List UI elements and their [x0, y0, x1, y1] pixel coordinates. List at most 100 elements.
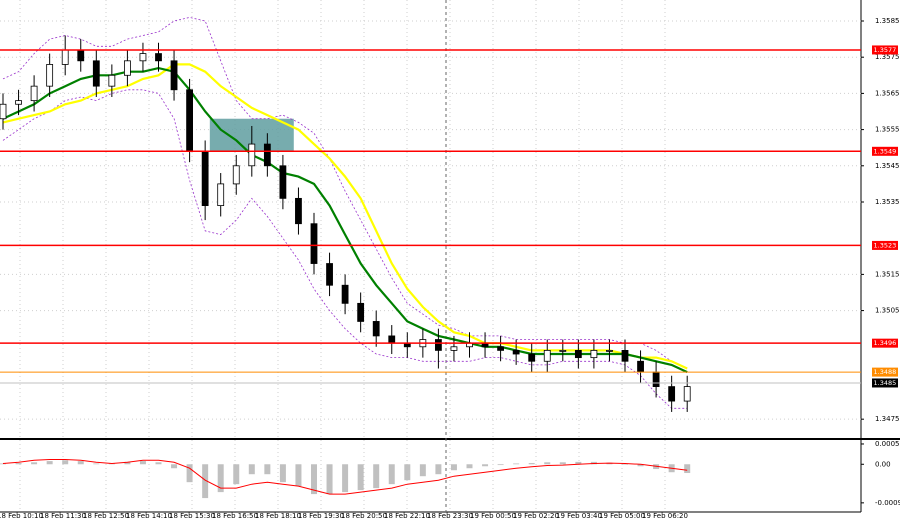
y-tick-label: -0.00097 — [875, 499, 900, 507]
candle-body — [92, 60, 100, 87]
y-tick-label: 1.3475 — [875, 415, 900, 423]
histogram-bar — [544, 462, 551, 465]
histogram-bar — [373, 464, 380, 489]
histogram-bar — [559, 462, 566, 465]
level-label-box — [872, 45, 898, 55]
candle-body — [124, 60, 131, 76]
histogram-bar — [62, 460, 69, 465]
histogram-bar — [326, 464, 333, 495]
candle-body — [559, 349, 567, 352]
level-label-box — [872, 146, 898, 156]
level-label: 1.3577 — [874, 46, 897, 54]
candle-body — [295, 197, 302, 225]
histogram-bar — [77, 461, 84, 465]
histogram-bar — [513, 463, 520, 465]
level-label: 1.3549 — [874, 147, 897, 155]
candle-body — [310, 223, 318, 264]
candle-body — [574, 349, 582, 359]
candle-body — [497, 346, 505, 351]
x-tick-label: 19 Feb 02:20 — [513, 512, 559, 520]
candle-body — [30, 85, 38, 102]
candle-body — [155, 53, 162, 62]
histogram-bar — [622, 464, 628, 465]
level-label-box — [872, 367, 898, 377]
candle-body — [683, 386, 691, 402]
histogram-bar — [482, 464, 489, 467]
histogram-bar — [311, 464, 317, 495]
candle-body — [61, 49, 69, 65]
x-tick-label: 18 Feb 20:50 — [341, 512, 387, 520]
candle-body — [543, 349, 551, 362]
level-label-box — [872, 240, 898, 250]
histogram-bar — [31, 462, 38, 465]
histogram-bar — [575, 461, 582, 465]
x-tick-label: 18 Feb 19:30 — [298, 512, 344, 520]
candle-body — [263, 143, 271, 167]
candle-body — [606, 349, 613, 352]
x-tick-label: 18 Feb 11:30 — [40, 512, 86, 520]
candle-body — [232, 165, 240, 185]
histogram-bar — [186, 464, 193, 483]
x-tick-label: 18 Feb 18:10 — [255, 512, 301, 520]
histogram-bar — [466, 464, 473, 469]
candle-body — [217, 183, 225, 207]
x-tick-label: 19 Feb 03:40 — [556, 512, 602, 520]
y-tick-label: 1.3545 — [875, 162, 900, 170]
y-tick-label: 1.3515 — [875, 270, 900, 278]
candle-body — [637, 360, 644, 373]
histogram-bar — [388, 464, 395, 485]
candle-body — [15, 100, 22, 105]
histogram-bar — [46, 461, 53, 465]
candle-body — [186, 89, 194, 152]
candle-body — [0, 103, 7, 120]
candle-body — [139, 53, 147, 62]
x-tick-label: 18 Feb 12:50 — [83, 512, 129, 520]
histogram-bar — [404, 464, 411, 481]
histogram-bar — [497, 464, 504, 466]
histogram-bar — [217, 464, 224, 493]
candle-body — [46, 64, 54, 87]
x-tick-label: 18 Feb 15:30 — [169, 512, 215, 520]
x-tick-label: 18 Feb 22:10 — [384, 512, 430, 520]
histogram-bar — [279, 464, 286, 483]
moving-average — [2, 66, 688, 374]
candle-body — [528, 353, 536, 362]
y-tick-label: 1.3555 — [875, 126, 900, 134]
x-tick-label: 19 Feb 05:00 — [599, 512, 645, 520]
histogram-bar — [155, 462, 162, 465]
histogram-bar — [342, 464, 349, 493]
histogram-bar — [248, 464, 255, 475]
y-tick-label: 1.3585 — [875, 17, 900, 25]
candle-body — [341, 284, 349, 304]
candle-body — [652, 371, 660, 387]
x-tick-label: 19 Feb 06:20 — [642, 512, 688, 520]
x-tick-label: 19 Feb 00:50 — [470, 512, 516, 520]
histogram-bar — [264, 464, 271, 475]
histogram-bar — [295, 464, 302, 487]
histogram-bar — [15, 463, 22, 465]
histogram-bar — [233, 464, 240, 485]
histogram-bar — [435, 464, 442, 475]
histogram-bar — [139, 461, 146, 465]
histogram-bar — [357, 464, 364, 491]
histogram-bar — [450, 464, 457, 471]
y-tick-label: 0.00051 — [875, 440, 900, 448]
x-tick-label: 18 Feb 16:50 — [212, 512, 258, 520]
signal-line — [2, 459, 688, 495]
level-label: 1.3485 — [874, 379, 897, 387]
candle-body — [279, 165, 287, 199]
candle-body — [357, 302, 365, 322]
candle-body — [388, 335, 396, 344]
x-tick-label: 18 Feb 23:30 — [427, 512, 473, 520]
candle-body — [77, 49, 85, 62]
level-label: 1.3488 — [874, 368, 897, 376]
histogram-bar — [528, 463, 535, 465]
y-tick-label: 1.3575 — [875, 53, 900, 61]
candle-body — [668, 386, 676, 402]
envelope-line — [2, 89, 688, 409]
candle-body — [372, 321, 380, 337]
candle-body — [201, 150, 209, 207]
histogram-bar — [171, 464, 178, 469]
level-label: 1.3496 — [874, 339, 897, 347]
